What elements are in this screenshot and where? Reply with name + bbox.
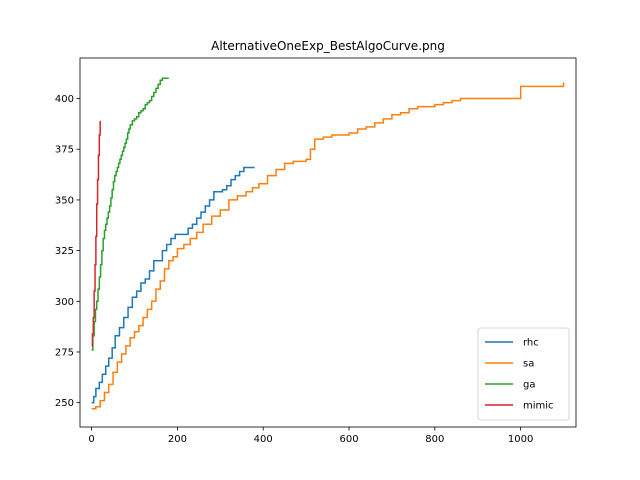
x-tick-label: 800 [425,434,444,445]
legend-label-sa: sa [523,359,534,370]
series-group [91,77,565,410]
plot-area [79,57,577,428]
chart-title: AlternativeOneExp_BestAlgoCurve.png [211,39,445,53]
legend-label-rhc: rhc [523,338,539,349]
plot-frame [79,57,577,428]
series-line-ga [91,77,169,351]
legend-label-mimic: mimic [523,401,554,412]
y-tick-label: 375 [55,145,74,156]
y-axis: 250 275 300 325 350 375 400 [55,94,80,409]
legend-label-ga: ga [523,380,535,391]
x-tick-label: 1000 [508,434,533,445]
x-tick-label: 400 [254,434,273,445]
y-tick-label: 400 [55,94,74,105]
y-tick-label: 250 [55,398,74,409]
y-tick-label: 325 [55,246,74,257]
x-axis: 0 200 400 600 800 1000 [88,427,533,445]
y-tick-label: 300 [55,297,74,308]
x-tick-label: 0 [88,434,94,445]
series-line-mimic [91,120,101,347]
x-tick-label: 200 [168,434,187,445]
y-tick-label: 350 [55,195,74,206]
x-tick-label: 600 [339,434,358,445]
legend: rhc sa ga mimic [477,327,570,421]
series-line-sa [91,82,565,410]
legend-box [477,327,570,421]
y-tick-label: 275 [55,347,74,358]
series-line-rhc [91,166,255,404]
